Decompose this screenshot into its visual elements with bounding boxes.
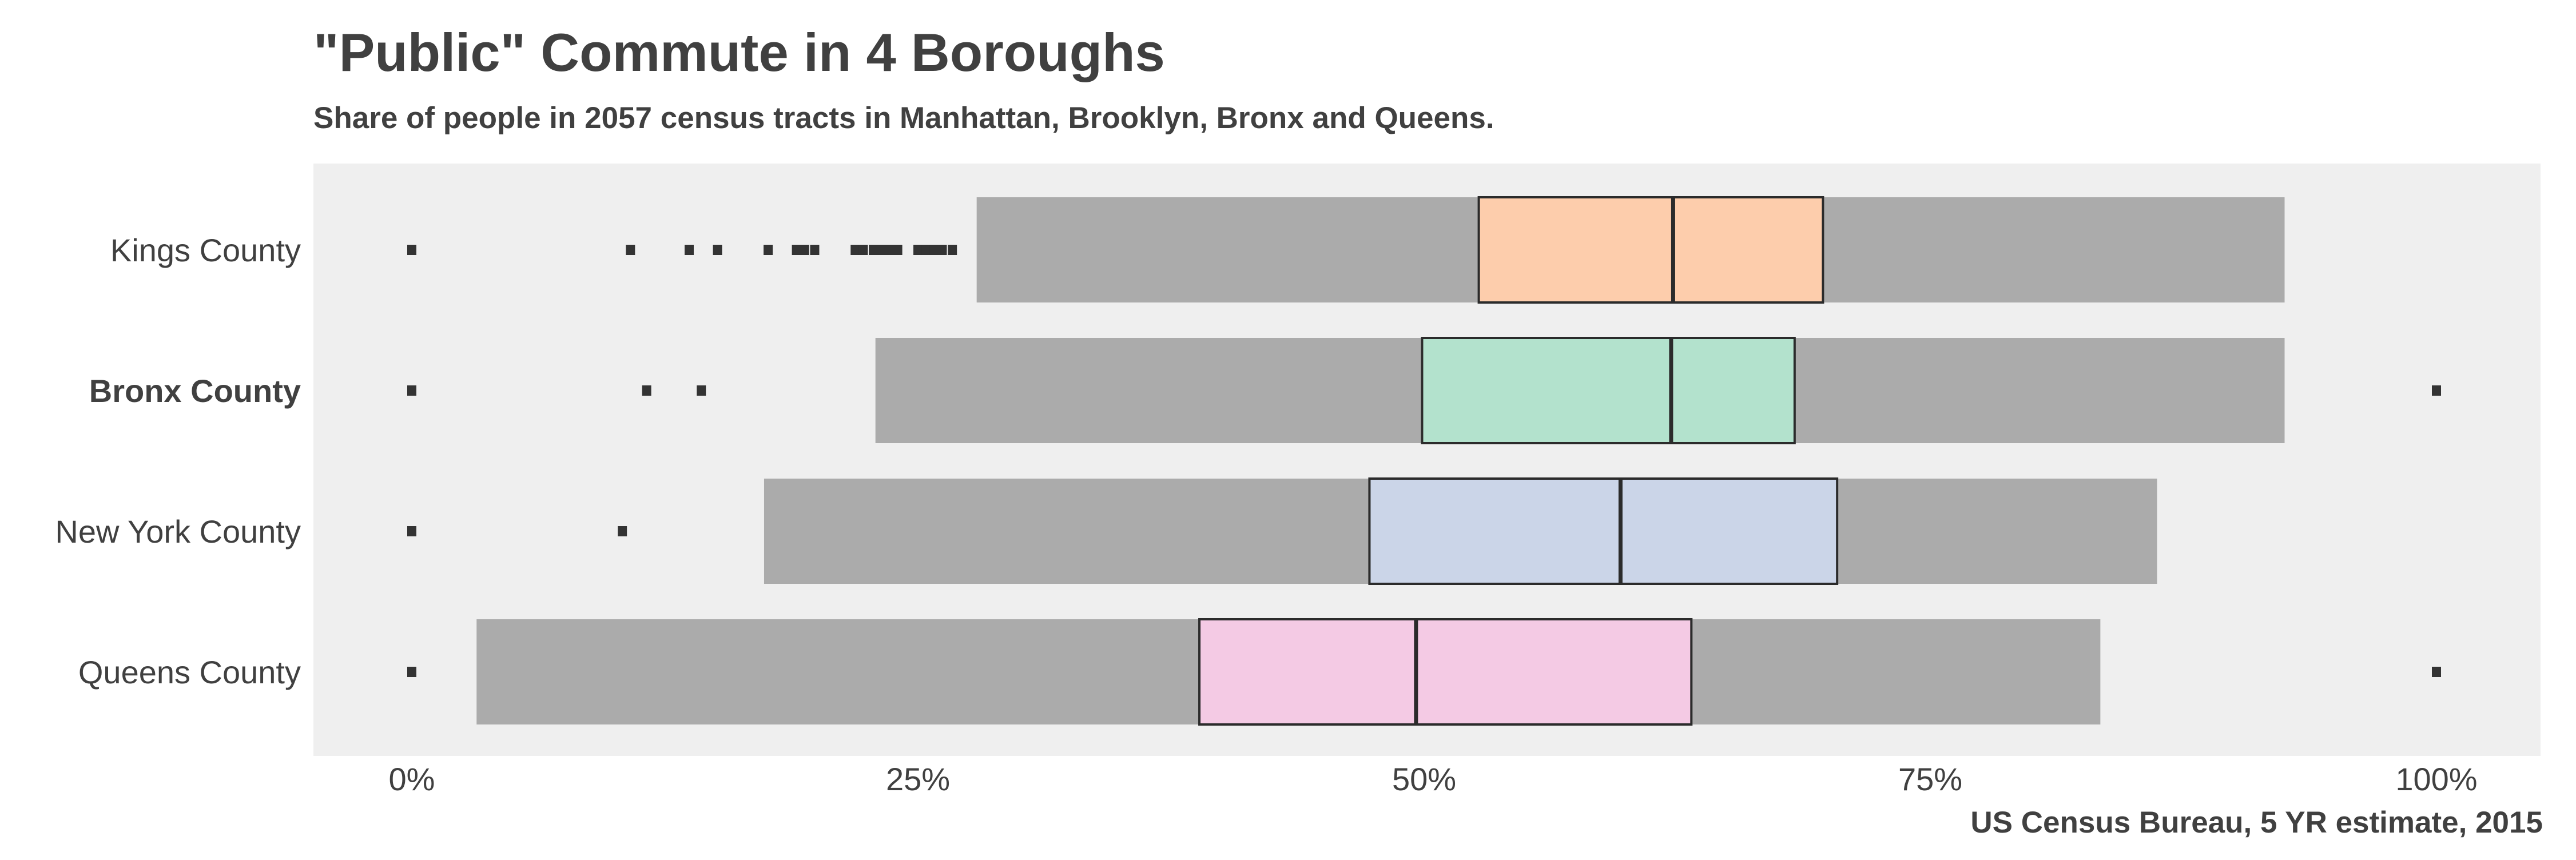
iqr-box-kings-county [1477, 196, 1824, 304]
outlier-point [885, 245, 895, 255]
y-label-bronx-county: Bronx County [89, 373, 301, 409]
chart-subtitle: Share of people in 2057 census tracts in… [313, 101, 1494, 135]
outlier-point [407, 245, 416, 255]
outlier-point [684, 245, 694, 255]
outlier-point [913, 245, 923, 255]
iqr-box-bronx-county [1421, 337, 1796, 444]
outlier-point [921, 245, 931, 255]
chart-title: "Public" Commute in 4 Boroughs [313, 22, 1165, 82]
outlier-point [642, 385, 651, 396]
x-tick-label: 0% [389, 761, 435, 797]
outlier-point [800, 245, 809, 255]
outlier-point [929, 245, 939, 255]
outlier-point [697, 385, 706, 396]
outlier-point [407, 667, 416, 677]
iqr-box-queens-county [1198, 618, 1693, 726]
x-tick-label: 50% [1392, 761, 1456, 797]
outlier-point [2432, 667, 2441, 677]
x-tick-label: 75% [1898, 761, 1962, 797]
y-label-new-york-county: New York County [55, 513, 301, 550]
outlier-point [792, 245, 801, 255]
outlier-point [948, 245, 957, 255]
outlier-point [626, 245, 635, 255]
outlier-point [810, 245, 820, 255]
outlier-point [618, 526, 627, 536]
iqr-box-new-york-county [1368, 477, 1839, 585]
outlier-point [407, 526, 416, 536]
outlier-point [877, 245, 887, 255]
chart-caption: US Census Bureau, 5 YR estimate, 2015 [1970, 806, 2543, 839]
outlier-point [869, 245, 878, 255]
y-label-kings-county: Kings County [110, 232, 301, 268]
outlier-point [893, 245, 903, 255]
outlier-point [2432, 385, 2441, 396]
outlier-point [858, 245, 868, 255]
x-tick-label: 100% [2395, 761, 2477, 797]
outlier-point [764, 245, 773, 255]
outlier-point [850, 245, 860, 255]
outlier-point [937, 245, 947, 255]
y-label-queens-county: Queens County [78, 654, 301, 690]
x-tick-label: 25% [886, 761, 950, 797]
outlier-point [713, 245, 722, 255]
outlier-point [407, 385, 416, 396]
